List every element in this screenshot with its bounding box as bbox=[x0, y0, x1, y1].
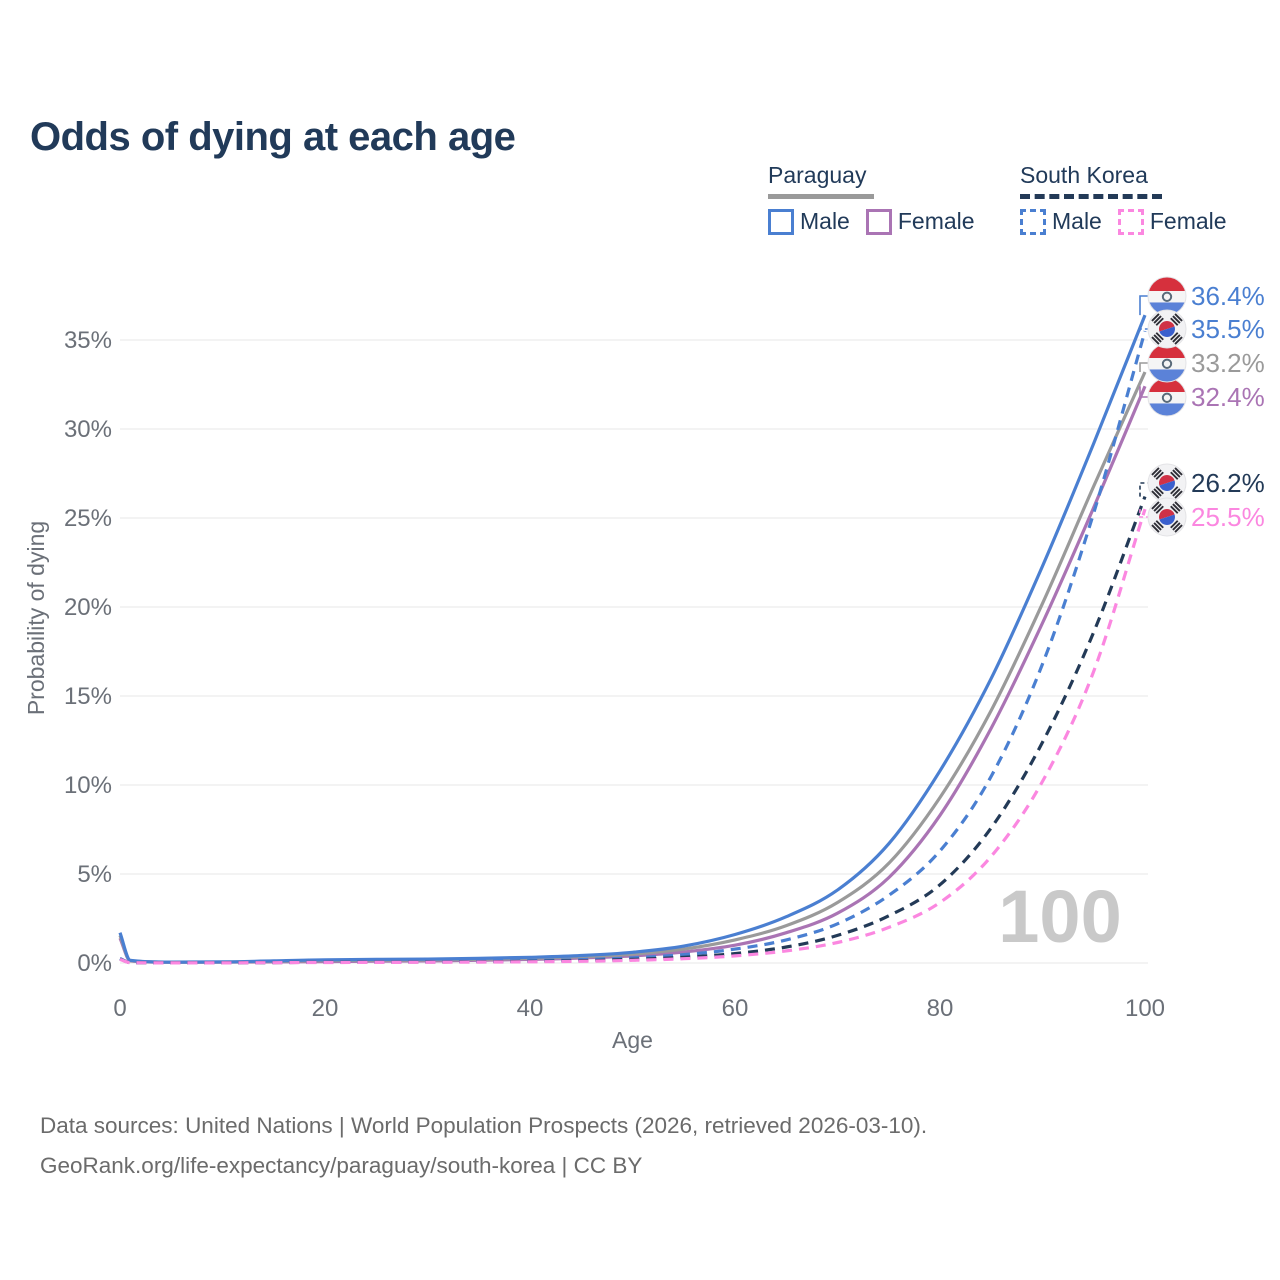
legend-group-title-south-korea[interactable]: South Korea bbox=[1020, 162, 1148, 188]
series-line-south-korea-male[interactable] bbox=[119, 330, 1147, 965]
series-line-paraguay-female[interactable] bbox=[118, 385, 1147, 964]
paraguay-female-swatch bbox=[865, 208, 892, 235]
south-korea-male-swatch bbox=[1020, 208, 1046, 235]
legend-group-south-korea: South Korea Male Female bbox=[1020, 162, 1227, 235]
y-tick-label: 15% bbox=[64, 683, 112, 710]
end-value-label-paraguay-female[interactable]: 32.4% bbox=[1191, 382, 1265, 412]
legend-item-paraguay-male[interactable]: Male bbox=[768, 208, 850, 235]
end-value-label-south-korea[interactable]: 26.2% bbox=[1191, 468, 1265, 498]
x-tick-label: 0 bbox=[113, 995, 126, 1022]
south-korea-female-swatch bbox=[1117, 208, 1144, 235]
legend-item-paraguay-female[interactable]: Female bbox=[865, 208, 975, 235]
south-korea-flag-icon bbox=[1147, 497, 1187, 537]
series-line-paraguay-male[interactable] bbox=[118, 314, 1147, 964]
x-tick-label: 40 bbox=[517, 995, 544, 1022]
x-axis-title: Age bbox=[612, 1027, 653, 1053]
south-korea-line-style-swatch bbox=[1020, 194, 1162, 199]
south-korea-flag-icon bbox=[1147, 309, 1187, 349]
footer: Data sources: United Nations | World Pop… bbox=[40, 1106, 927, 1186]
paraguay-flag-icon bbox=[1147, 343, 1187, 383]
paraguay-flag-icon bbox=[1147, 377, 1187, 417]
legend: Paraguay Male Female South Korea Male bbox=[0, 162, 1280, 252]
paraguay-flag-icon bbox=[1147, 276, 1187, 316]
end-value-label-paraguay[interactable]: 33.2% bbox=[1191, 348, 1265, 378]
x-tick-label: 100 bbox=[1125, 995, 1165, 1022]
end-label-connector bbox=[1139, 295, 1149, 316]
end-label-connector bbox=[1139, 386, 1149, 398]
legend-item-south-korea-male[interactable]: Male bbox=[1020, 208, 1102, 235]
legend-label: Male bbox=[1052, 208, 1102, 234]
legend-label: Female bbox=[1149, 208, 1227, 234]
south-korea-flag-icon bbox=[1147, 463, 1187, 503]
watermark-max-age: 100 bbox=[998, 875, 1121, 958]
end-label-connector bbox=[1139, 328, 1149, 332]
footer-attribution-link[interactable]: GeoRank.org/life-expectancy/paraguay/sou… bbox=[40, 1153, 643, 1178]
y-axis-title: Probability of dying bbox=[23, 521, 49, 715]
x-tick-label: 20 bbox=[312, 995, 339, 1022]
y-tick-label: 30% bbox=[64, 416, 112, 443]
y-tick-label: 25% bbox=[64, 505, 112, 532]
end-label-connector bbox=[1139, 362, 1149, 372]
footer-data-sources: Data sources: United Nations | World Pop… bbox=[40, 1113, 928, 1138]
paraguay-male-swatch bbox=[768, 208, 794, 235]
legend-group-paraguay: Paraguay Male Female bbox=[768, 162, 975, 235]
legend-label: Male bbox=[800, 208, 850, 234]
legend-label: Female bbox=[897, 208, 975, 234]
page-title: Odds of dying at each age bbox=[30, 114, 516, 159]
end-value-label-south-korea-female[interactable]: 25.5% bbox=[1191, 502, 1265, 532]
legend-group-title-paraguay[interactable]: Paraguay bbox=[768, 162, 867, 188]
end-value-label-south-korea-male[interactable]: 35.5% bbox=[1191, 314, 1265, 344]
end-label-connector bbox=[1139, 509, 1149, 518]
y-tick-label: 5% bbox=[77, 861, 112, 888]
y-tick-label: 20% bbox=[64, 594, 112, 621]
series-line-south-korea-female[interactable] bbox=[119, 508, 1147, 965]
y-tick-label: 35% bbox=[64, 327, 112, 354]
y-tick-label: 0% bbox=[77, 950, 112, 977]
x-tick-label: 60 bbox=[722, 995, 749, 1022]
end-value-label-paraguay-male[interactable]: 36.4% bbox=[1191, 281, 1265, 311]
x-tick-label: 80 bbox=[927, 995, 954, 1022]
legend-item-south-korea-female[interactable]: Female bbox=[1117, 208, 1227, 235]
y-tick-label: 10% bbox=[64, 772, 112, 799]
paraguay-line-style-swatch bbox=[768, 194, 874, 199]
